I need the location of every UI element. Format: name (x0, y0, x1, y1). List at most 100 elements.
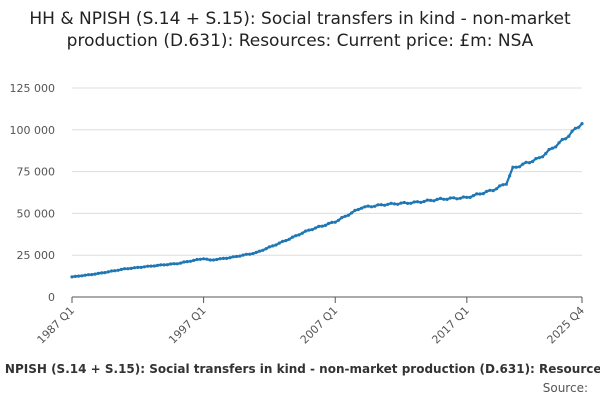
data-point (254, 250, 258, 254)
x-tick-label: 2007 Q1 (298, 304, 341, 347)
data-point (106, 270, 110, 274)
data-point (264, 247, 268, 251)
data-point (165, 263, 169, 267)
data-point (123, 267, 127, 271)
data-point (544, 151, 548, 156)
data-point (346, 213, 350, 217)
data-point (504, 182, 508, 186)
data-point (517, 165, 522, 169)
data-point (139, 265, 143, 269)
data-point (155, 263, 160, 267)
data-point (494, 187, 499, 191)
data-point (281, 239, 285, 243)
data-point (534, 157, 538, 161)
data-point (90, 273, 94, 277)
data-point (149, 264, 153, 268)
data-point (175, 262, 179, 266)
chart-title: HH & NPISH (S.14 + S.15): Social transfe… (29, 9, 571, 51)
data-point (514, 165, 518, 169)
data-point (458, 196, 462, 200)
data-point (373, 204, 377, 208)
data-point (225, 256, 229, 260)
data-point (198, 257, 202, 261)
data-point (343, 214, 347, 218)
data-point (432, 199, 436, 203)
data-point (563, 137, 568, 141)
data-point (132, 266, 137, 270)
data-point (109, 269, 114, 273)
data-point (310, 228, 314, 232)
data-point (511, 165, 515, 169)
data-point (188, 259, 193, 263)
data-point (192, 258, 196, 262)
data-point (455, 197, 459, 201)
data-point (202, 257, 206, 261)
data-point (185, 260, 189, 264)
legend: HH & NPISH (S.14 + S.15): Social transfe… (0, 362, 600, 380)
data-point (182, 260, 186, 264)
data-point (70, 275, 74, 279)
data-point (415, 200, 420, 204)
data-point (113, 269, 117, 273)
data-point (471, 194, 475, 198)
data-point (383, 203, 387, 207)
data-point (83, 273, 87, 277)
y-tick-label: 75 000 (17, 166, 56, 179)
data-point (211, 258, 216, 262)
data-point (435, 197, 439, 201)
data-point (103, 271, 107, 275)
data-point (442, 197, 446, 201)
x-tick-label: 2017 Q1 (429, 304, 472, 347)
data-point (271, 244, 275, 248)
data-point (412, 200, 416, 204)
x-axis: 1987 Q1 1997 Q1 2007 Q1 2017 Q1 2025 Q4 (35, 296, 587, 347)
data-point (169, 262, 173, 266)
data-point (274, 243, 278, 247)
data-point (468, 195, 472, 199)
x-tick-label: 1997 Q1 (166, 304, 209, 347)
data-point (429, 198, 433, 202)
data-point (438, 196, 443, 200)
data-point (498, 184, 502, 188)
data-point (96, 271, 100, 275)
data-point (359, 206, 364, 210)
data-point (234, 254, 239, 259)
data-point (277, 241, 281, 245)
data-point (228, 256, 232, 260)
legend-label: HH & NPISH (S.14 + S.15): Social transfe… (0, 362, 600, 376)
data-point (452, 196, 456, 200)
data-point (524, 160, 528, 164)
data-point (284, 239, 288, 243)
y-axis-ticks: 0 25 000 50 000 75 000 100 000 125 000 (10, 82, 56, 304)
data-point (297, 233, 301, 237)
data-point (570, 129, 574, 133)
data-point (508, 174, 512, 178)
data-point (567, 134, 571, 138)
data-point (238, 254, 242, 258)
data-point (557, 141, 561, 145)
data-point (540, 155, 545, 159)
data-point (248, 252, 252, 256)
data-point (366, 204, 370, 208)
data-point (261, 248, 265, 252)
data-point (172, 262, 176, 266)
data-point (406, 201, 410, 205)
data-point (537, 156, 541, 160)
x-tick-label: 1987 Q1 (35, 304, 78, 347)
series-line (71, 122, 583, 278)
data-point (409, 201, 413, 205)
data-point (392, 202, 397, 206)
data-point (478, 192, 482, 196)
data-point (333, 220, 337, 224)
data-point (419, 200, 423, 204)
data-point (136, 265, 140, 269)
data-point (100, 271, 104, 275)
data-point (531, 159, 535, 164)
data-point (195, 257, 199, 262)
y-tick-label: 50 000 (17, 207, 56, 220)
data-point (399, 201, 403, 205)
data-point (116, 268, 120, 272)
data-point (550, 146, 555, 150)
data-point (481, 192, 485, 196)
data-point (448, 196, 452, 200)
